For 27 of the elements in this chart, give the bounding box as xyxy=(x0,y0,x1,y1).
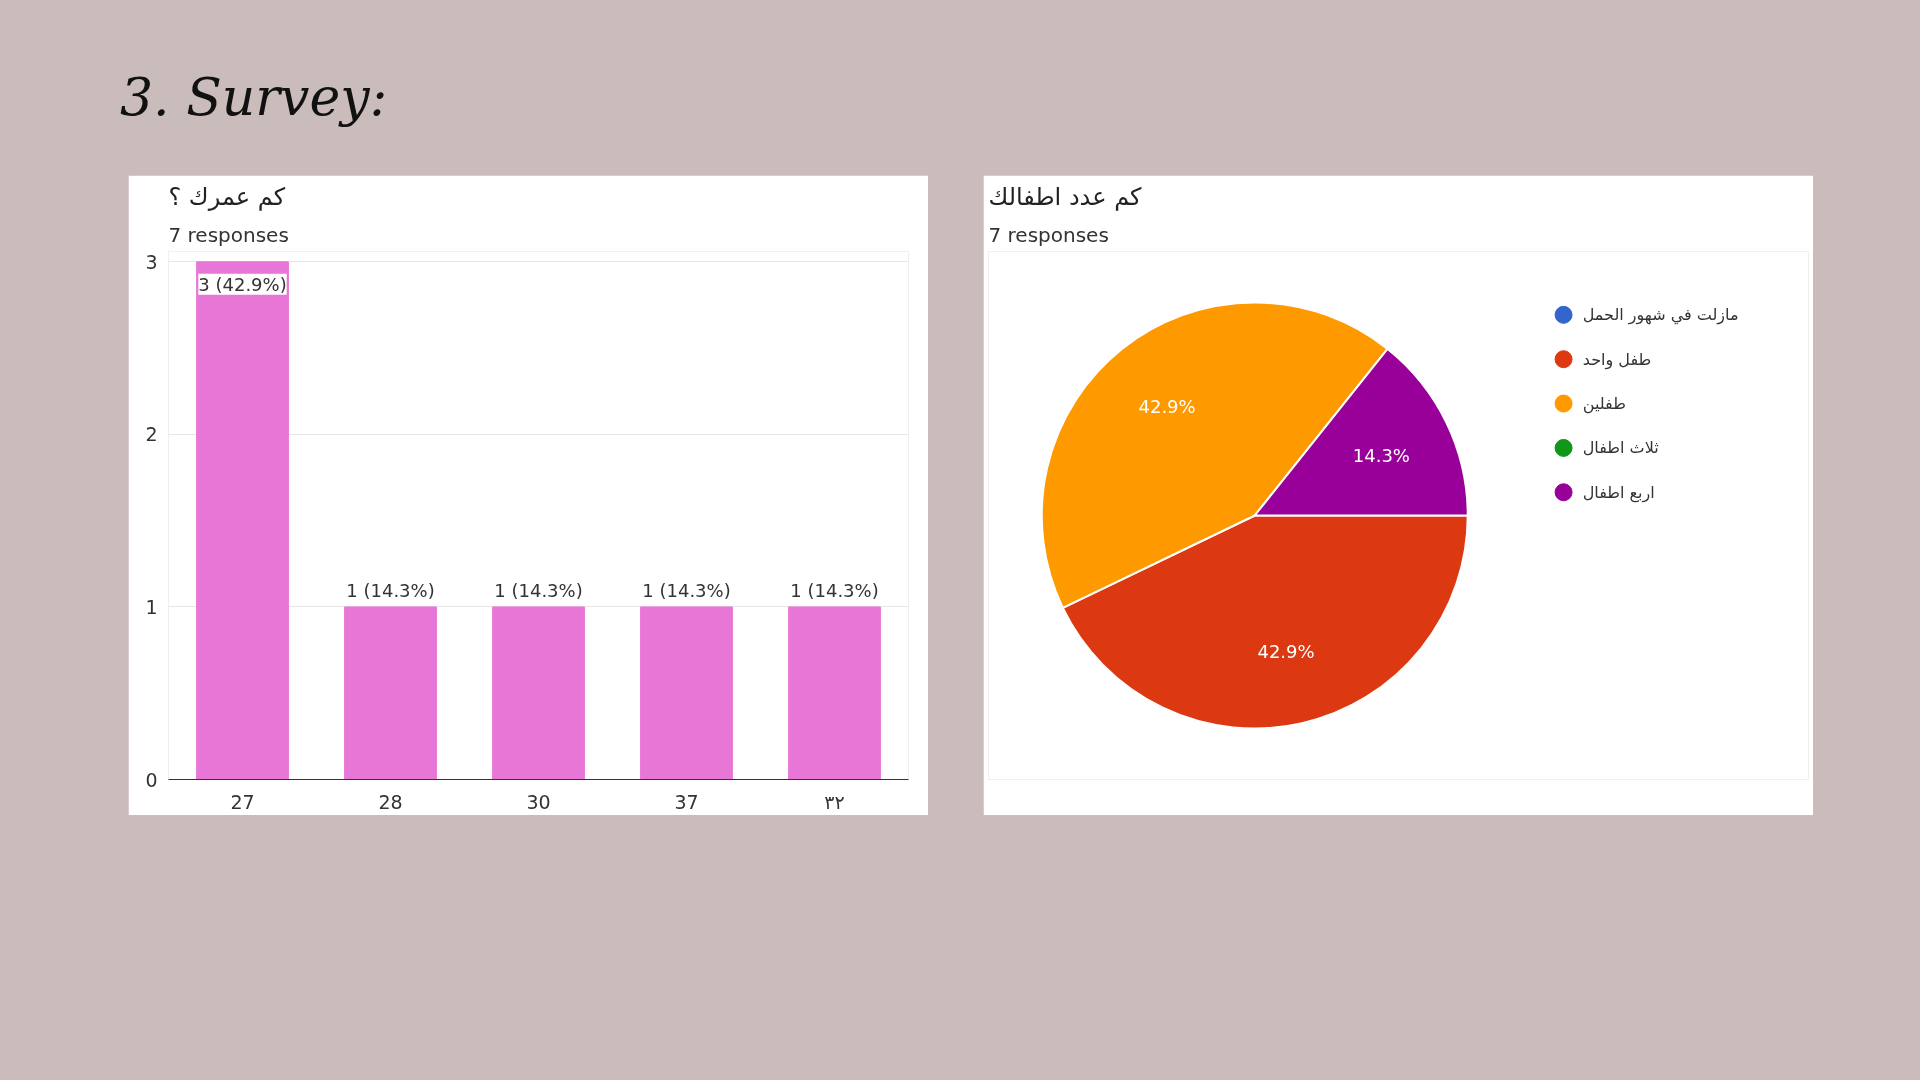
chart-subtitle: 7 responses xyxy=(168,222,289,247)
data-label: 1 (14.3%) xyxy=(346,579,435,601)
data-label: 1 (14.3%) xyxy=(642,579,731,601)
data-label: 3 (42.9%) xyxy=(198,273,287,295)
text: 3. Survey: xyxy=(120,66,388,129)
y-tick-label: 3 xyxy=(145,250,158,273)
data-label: 14.3% xyxy=(1352,444,1410,466)
data-label: 1 (14.3%) xyxy=(494,579,583,601)
data-label: 1 (14.3%) xyxy=(790,579,879,601)
x-tick-label: 27 xyxy=(230,790,255,813)
legend-label: طفلين xyxy=(1582,394,1626,415)
chart-title: كم عدد اطفالك xyxy=(988,182,1143,211)
chart-title: كم عمرك ؟ xyxy=(168,182,286,211)
y-tick-label: 2 xyxy=(145,423,158,446)
data-label: 42.9% xyxy=(1257,640,1315,662)
x-tick-label: 30 xyxy=(526,790,551,813)
legend-label: اربع اطفال xyxy=(1582,482,1655,503)
legend-label: طفل واحد xyxy=(1582,349,1652,370)
x-tick-label: 28 xyxy=(378,790,403,813)
chart-subtitle: 7 responses xyxy=(988,222,1109,247)
legend-label: ثلاث اطفال xyxy=(1582,438,1659,458)
data-label: 42.9% xyxy=(1138,396,1196,418)
y-tick-label: 1 xyxy=(145,595,158,618)
y-tick-label: 0 xyxy=(145,768,158,791)
x-tick-label: 37 xyxy=(674,790,699,813)
legend-label: مازلت في شهور الحمل xyxy=(1582,305,1739,326)
x-tick-label: ٣٢ xyxy=(824,790,845,813)
